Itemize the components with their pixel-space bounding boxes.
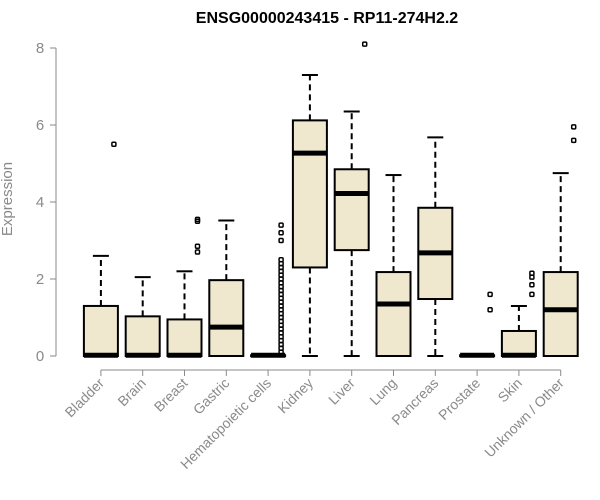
- box-iqr: [542, 271, 579, 358]
- chart-title: ENSG00000243415 - RP11-274H2.2: [196, 10, 459, 27]
- box-bladder: [82, 141, 119, 358]
- outlier-point: [487, 307, 493, 313]
- x-tick-label: Brain: [114, 375, 148, 409]
- box-brain: [124, 276, 161, 358]
- box-iqr: [166, 318, 203, 357]
- outlier-point: [194, 249, 201, 255]
- y-axis-label: Expression: [0, 162, 16, 236]
- box-iqr: [208, 279, 245, 357]
- outlier-point: [278, 222, 284, 228]
- y-axis: 0 2 4 6 8: [36, 40, 57, 365]
- box-hematopoietic-cells: [250, 222, 287, 358]
- box-liver: [333, 41, 370, 357]
- outlier-point: [278, 257, 284, 263]
- y-tick-label: 4: [36, 194, 44, 211]
- y-tick-label: 6: [36, 117, 44, 134]
- outlier-point: [278, 237, 284, 244]
- x-tick-label: Kidney: [274, 375, 316, 417]
- x-tick-label: Lung: [366, 375, 399, 408]
- outlier-point: [194, 243, 201, 250]
- x-tick-label: Unknown / Other: [481, 375, 567, 461]
- box-iqr: [375, 271, 412, 358]
- outlier-point: [361, 41, 368, 47]
- outlier-point: [194, 216, 201, 223]
- box-iqr: [124, 315, 161, 357]
- box-skin: [500, 270, 537, 358]
- box-iqr: [500, 329, 537, 358]
- box-iqr: [291, 119, 328, 269]
- boxes-group: [82, 41, 579, 358]
- x-tick-label: Bladder: [62, 375, 108, 421]
- box-breast: [166, 216, 203, 358]
- box-unknown-other: [542, 124, 579, 358]
- box-iqr: [82, 304, 119, 358]
- box-gastric: [208, 219, 245, 357]
- box-iqr: [333, 168, 370, 252]
- outlier-point: [529, 282, 535, 288]
- outlier-point: [529, 270, 535, 276]
- box-pancreas: [417, 136, 454, 357]
- x-tick-label: Breast: [151, 375, 191, 415]
- outlier-point: [487, 291, 493, 298]
- y-tick-label: 8: [36, 40, 44, 57]
- box-prostate: [459, 291, 496, 358]
- box-lung: [375, 174, 412, 358]
- x-tick-label: Skin: [494, 375, 525, 406]
- y-tick-label: 2: [36, 271, 44, 288]
- x-tick-label: Liver: [325, 375, 358, 408]
- outlier-point: [570, 137, 577, 144]
- outlier-point: [529, 291, 535, 298]
- outlier-point: [111, 141, 117, 147]
- y-tick-label: 0: [36, 348, 44, 365]
- outlier-point: [570, 124, 577, 130]
- box-kidney: [291, 73, 328, 357]
- x-tick-label: Prostate: [435, 375, 483, 423]
- outlier-point: [278, 230, 284, 236]
